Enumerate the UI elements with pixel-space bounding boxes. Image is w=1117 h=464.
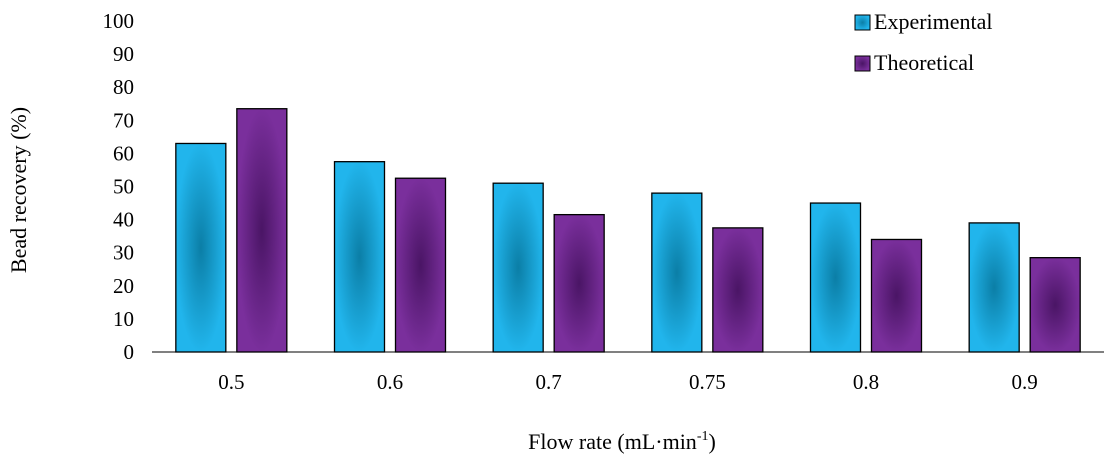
y-tick-label: 50	[113, 175, 134, 199]
x-tick-label: 0.9	[1012, 370, 1038, 394]
y-tick-label: 10	[113, 307, 134, 331]
bar-theoretical	[553, 213, 605, 353]
x-axis-label: Flow rate (mL·min-1)	[528, 429, 716, 454]
y-tick-label: 30	[113, 241, 134, 265]
x-tick-label: 0.5	[218, 370, 244, 394]
x-axis-ticks: 0.5 0.6 0.7 0.75 0.8 0.9	[218, 370, 1038, 394]
legend-swatch-theoretical	[854, 55, 871, 72]
bar-theoretical	[712, 227, 764, 353]
bar-experimental	[651, 192, 703, 353]
y-tick-label: 60	[113, 141, 134, 165]
legend: Experimental Theoretical	[854, 9, 993, 75]
x-tick-label: 0.7	[536, 370, 562, 394]
x-tick-label: 0.8	[853, 370, 879, 394]
y-axis-ticks: 0 10 20 30 40 50 60 70 80 90 100	[103, 9, 135, 364]
y-tick-label: 100	[103, 9, 135, 33]
bar-theoretical	[870, 238, 923, 353]
legend-label-theoretical: Theoretical	[874, 50, 974, 75]
legend-label-experimental: Experimental	[874, 9, 993, 34]
x-axis-label-suffix: )	[708, 429, 715, 454]
y-tick-label: 0	[124, 340, 135, 364]
bar-experimental	[968, 222, 1020, 353]
x-axis-label-prefix: Flow rate (mL·min	[528, 429, 697, 454]
bar-experimental	[175, 142, 227, 353]
y-tick-label: 90	[113, 42, 134, 66]
bar-theoretical	[236, 108, 288, 353]
bar-theoretical	[394, 177, 447, 353]
y-tick-label: 40	[113, 208, 134, 232]
bar-theoretical	[1029, 257, 1081, 353]
y-tick-label: 70	[113, 108, 134, 132]
bars	[175, 108, 1081, 353]
bar-experimental	[492, 182, 544, 353]
legend-swatch-experimental	[854, 14, 871, 31]
y-tick-label: 80	[113, 75, 134, 99]
y-tick-label: 20	[113, 274, 134, 298]
y-axis-label: Bead recovery (%)	[6, 107, 31, 273]
x-tick-label: 0.6	[377, 370, 403, 394]
x-tick-label: 0.75	[689, 370, 726, 394]
x-axis-label-superscript: -1	[697, 429, 709, 444]
bar-experimental	[809, 202, 862, 353]
bar-experimental	[333, 161, 386, 353]
